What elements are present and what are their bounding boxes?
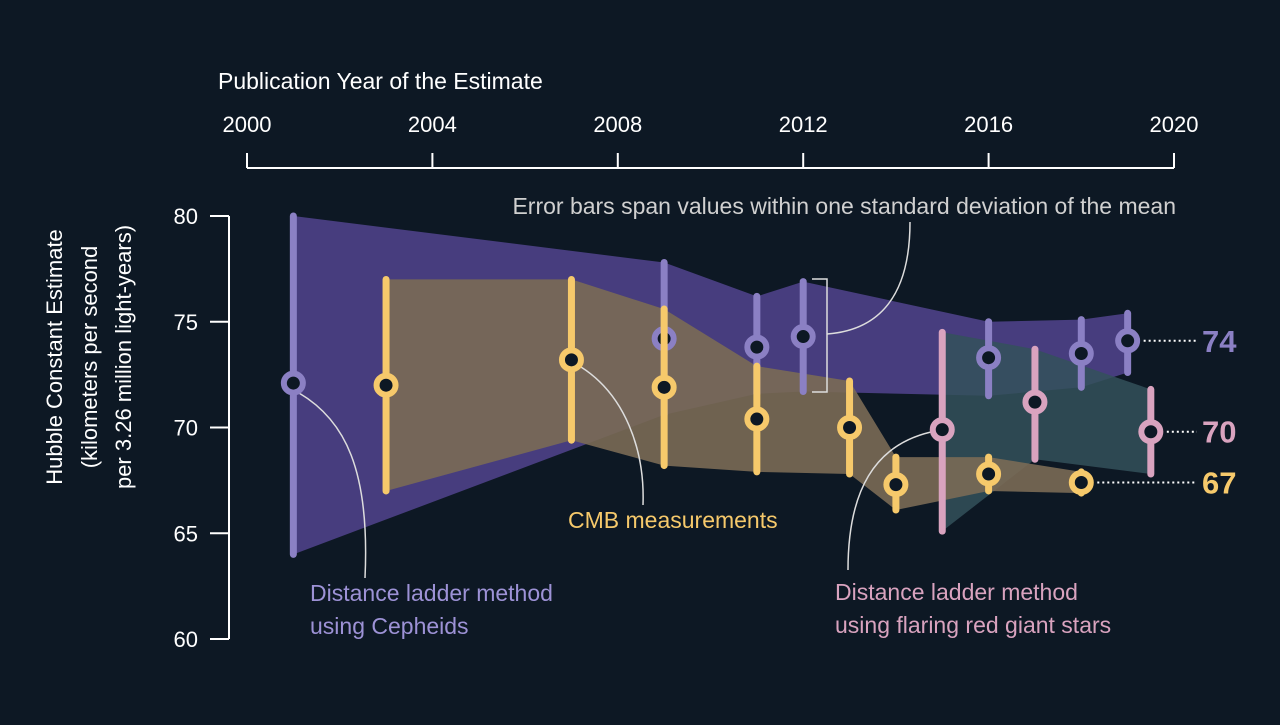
cepheid-label-line-1: Distance ladder method	[310, 580, 553, 606]
y-tick-label: 75	[174, 310, 198, 335]
end-labels: 74 67 70	[1097, 324, 1237, 500]
data-point	[744, 406, 770, 432]
y-tick-label: 70	[174, 416, 198, 441]
x-tick-label: 2000	[223, 112, 272, 137]
x-tick-label: 2020	[1150, 112, 1199, 137]
red-giant-label-line-2: using flaring red giant stars	[835, 612, 1111, 638]
data-point	[1115, 328, 1141, 354]
data-marks	[280, 212, 1164, 558]
data-point	[651, 374, 677, 400]
data-point	[976, 461, 1002, 487]
note-leader-line	[826, 221, 911, 335]
y-ticks: 60 65 70 75 80	[174, 204, 229, 652]
cepheid-leader-line	[298, 392, 367, 579]
data-point	[373, 372, 399, 398]
data-point	[929, 417, 955, 443]
red-giant-label-line-1: Distance ladder method	[835, 579, 1078, 605]
x-tick-label: 2016	[964, 112, 1013, 137]
y-tick-label: 60	[174, 627, 198, 652]
end-label-value: 74	[1202, 324, 1237, 359]
uncertainty-bands	[293, 216, 1151, 555]
y-axis-subtitle-1: (kilometers per second	[77, 246, 102, 469]
cepheid-label-line-2: using Cepheids	[310, 613, 469, 639]
x-tick-label: 2012	[779, 112, 828, 137]
data-point	[1068, 469, 1094, 495]
data-point	[1068, 340, 1094, 366]
cmb-leader-line	[580, 366, 644, 506]
data-point	[976, 345, 1002, 371]
uncertainty-band	[386, 279, 1082, 510]
data-point	[744, 334, 770, 360]
cmb-label: CMB measurements	[568, 507, 778, 533]
x-tick-label: 2008	[593, 112, 642, 137]
axes: Publication Year of the Estimate 2000 200…	[42, 68, 1198, 652]
y-axis-subtitle-2: per 3.26 million light-years)	[111, 225, 136, 489]
data-point	[280, 370, 306, 396]
red-giant-leader-line	[847, 431, 932, 571]
data-point	[1022, 389, 1048, 415]
data-point	[558, 347, 584, 373]
note-bracket	[812, 278, 828, 393]
end-label-value: 67	[1202, 465, 1236, 500]
error-bar-note: Error bars span values within one standa…	[512, 193, 1176, 219]
y-tick-label: 80	[174, 204, 198, 229]
end-label-value: 70	[1202, 415, 1236, 450]
x-ticks: 2000 2004 2008 2012 2016 2020	[223, 112, 1199, 168]
y-tick-label: 65	[174, 521, 198, 546]
data-point	[790, 324, 816, 350]
annotations: Error bars span values within one standa…	[298, 193, 1176, 639]
data-point	[1138, 419, 1164, 445]
x-axis-title: Publication Year of the Estimate	[218, 68, 543, 94]
data-point	[883, 472, 909, 498]
data-point	[837, 415, 863, 440]
x-tick-label: 2004	[408, 112, 457, 137]
y-axis-title: Hubble Constant Estimate	[42, 229, 67, 485]
